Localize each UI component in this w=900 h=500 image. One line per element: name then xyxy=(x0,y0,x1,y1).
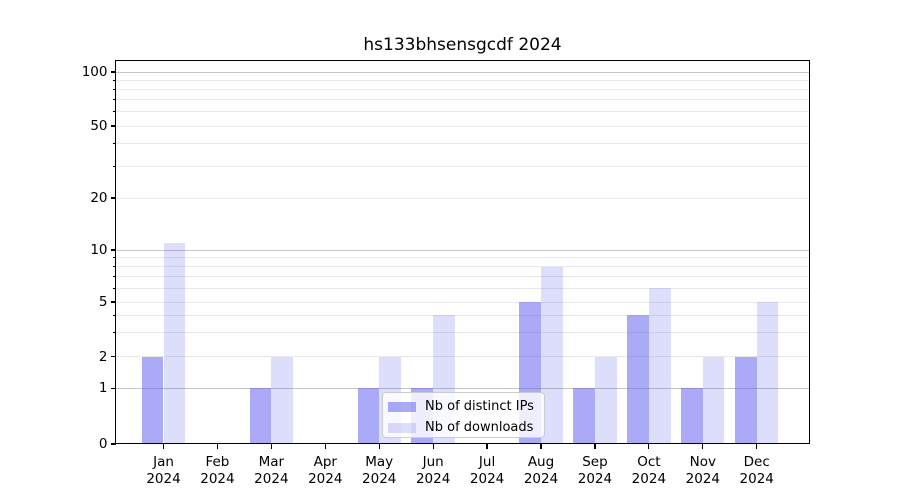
y-tick xyxy=(110,249,116,251)
x-tick xyxy=(378,444,380,449)
bar-downloads-oct xyxy=(648,288,671,444)
y-minor-tick xyxy=(112,266,116,268)
gridline-minor xyxy=(115,88,810,90)
y-tick-label: 1 xyxy=(98,380,108,397)
x-tick-label-jun: Jun 2024 xyxy=(415,454,451,487)
bar-distinct-ips-may xyxy=(357,388,380,444)
x-tick xyxy=(432,444,434,449)
bar-downloads-nov xyxy=(702,356,725,444)
bar-downloads-jan xyxy=(163,242,186,444)
gridline-minor xyxy=(115,165,810,167)
x-tick-label-may: May 2024 xyxy=(362,454,397,487)
y-minor-tick xyxy=(112,276,116,278)
x-tick-label-aug: Aug 2024 xyxy=(523,454,559,487)
gridline-minor xyxy=(115,356,810,357)
x-tick xyxy=(486,444,488,449)
y-tick-label: 50 xyxy=(90,118,108,134)
x-tick xyxy=(648,444,650,449)
x-tick xyxy=(756,444,758,449)
x-tick-label-feb: Feb 2024 xyxy=(200,454,235,487)
bar-downloads-sep xyxy=(594,356,617,444)
y-tick-label: 100 xyxy=(81,64,108,80)
y-tick-label: 0 xyxy=(98,436,108,452)
gridline-minor xyxy=(115,331,810,333)
gridline-minor xyxy=(115,301,810,303)
legend-swatch-distinct-ips-icon xyxy=(388,402,416,412)
x-tick xyxy=(594,444,596,449)
y-tick xyxy=(110,71,116,73)
bar-downloads-mar xyxy=(271,356,294,444)
gridline-major xyxy=(115,71,810,73)
gridline-minor xyxy=(115,197,810,199)
gridline-minor xyxy=(115,287,810,289)
bar-distinct-ips-oct xyxy=(627,315,649,444)
x-tick xyxy=(270,444,272,449)
y-tick xyxy=(110,443,116,445)
bar-distinct-ips-nov xyxy=(681,388,703,444)
y-tick xyxy=(110,387,116,389)
bar-downloads-dec xyxy=(756,302,779,444)
x-tick-label-jan: Jan 2024 xyxy=(146,454,181,487)
y-tick-label: 2 xyxy=(98,348,108,365)
x-tick-label-jul: Jul 2024 xyxy=(469,454,505,487)
gridline-minor xyxy=(115,111,810,113)
legend-item-downloads: Nb of downloads xyxy=(388,420,544,436)
bar-distinct-ips-mar xyxy=(249,388,272,444)
y-minor-tick xyxy=(112,356,116,357)
legend-item-distinct-ips: Nb of distinct IPs xyxy=(388,399,544,415)
legend-label-downloads: Nb of downloads xyxy=(425,420,534,435)
y-minor-tick xyxy=(112,88,116,90)
chart-title: hs133bhsensgcdf 2024 xyxy=(363,35,562,55)
gridline-minor xyxy=(115,99,810,101)
y-minor-tick xyxy=(112,257,116,259)
x-tick xyxy=(162,444,165,449)
gridline-minor xyxy=(115,257,810,259)
y-minor-tick xyxy=(112,79,116,81)
y-minor-tick xyxy=(112,287,116,289)
y-minor-tick xyxy=(112,143,116,145)
legend-swatch-downloads-icon xyxy=(388,423,416,433)
y-minor-tick xyxy=(112,301,116,303)
gridline-major xyxy=(115,249,810,251)
legend: Nb of distinct IPs Nb of downloads xyxy=(382,392,545,438)
x-tick xyxy=(540,444,542,449)
gridline-minor xyxy=(115,79,810,81)
y-minor-tick xyxy=(112,99,116,101)
bar-distinct-ips-jan xyxy=(141,356,164,444)
x-tick-label-oct: Oct 2024 xyxy=(631,454,667,487)
y-minor-tick xyxy=(112,314,116,316)
gridline-minor xyxy=(115,276,810,278)
y-minor-tick xyxy=(112,331,116,333)
legend-label-distinct-ips: Nb of distinct IPs xyxy=(425,399,534,414)
y-minor-tick xyxy=(112,197,116,199)
gridline-minor xyxy=(115,314,810,316)
x-tick-label-sep: Sep 2024 xyxy=(577,454,613,487)
x-tick xyxy=(324,444,326,449)
y-tick-label: 10 xyxy=(90,242,108,258)
x-tick-label-apr: Apr 2024 xyxy=(308,454,343,487)
x-tick-label-dec: Dec 2024 xyxy=(739,454,774,487)
x-tick-label-mar: Mar 2024 xyxy=(254,454,289,487)
gridline-minor xyxy=(115,143,810,145)
y-minor-tick xyxy=(112,111,116,113)
y-minor-tick xyxy=(112,125,116,127)
gridline-minor xyxy=(115,125,810,127)
x-tick xyxy=(216,444,219,449)
gridline-major xyxy=(115,387,810,389)
x-tick-label-nov: Nov 2024 xyxy=(685,454,720,487)
bar-distinct-ips-dec xyxy=(735,356,757,444)
gridline-minor xyxy=(115,266,810,268)
y-minor-tick xyxy=(112,165,116,167)
bar-downloads-aug xyxy=(541,266,563,444)
bar-distinct-ips-sep xyxy=(573,388,595,444)
y-tick-label: 5 xyxy=(98,294,108,310)
x-tick xyxy=(702,444,704,449)
y-tick-label: 20 xyxy=(90,190,108,206)
